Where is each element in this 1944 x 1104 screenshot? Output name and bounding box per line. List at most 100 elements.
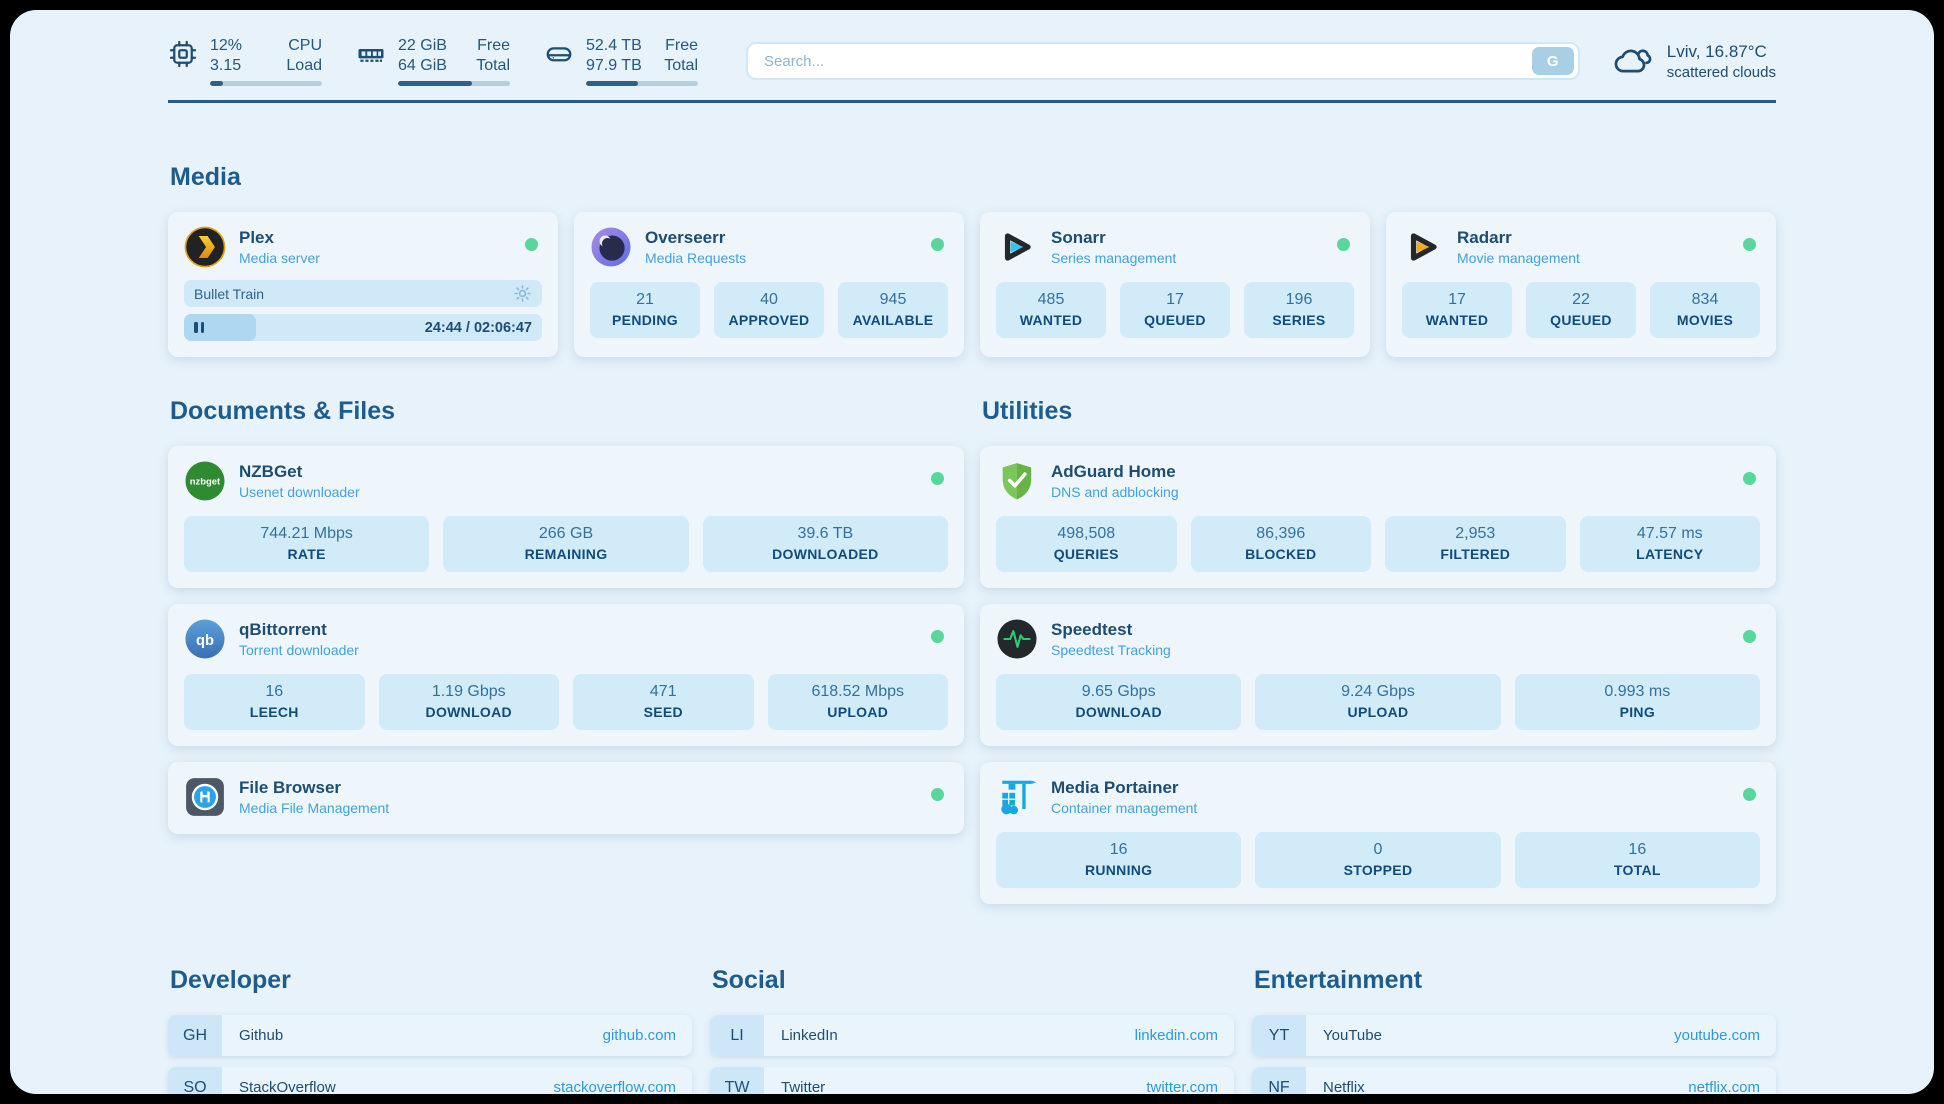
link-url[interactable]: stackoverflow.com <box>553 1079 676 1094</box>
stat-tile: 834 MOVIES <box>1650 282 1760 338</box>
stat-tile: 40 APPROVED <box>714 282 824 338</box>
sonarr-icon <box>996 226 1038 268</box>
cpu-icon <box>168 36 198 74</box>
app-name: Overseerr <box>645 228 726 248</box>
disk-icon <box>544 36 574 74</box>
portainer-icon <box>996 776 1038 818</box>
stat-value: 17 <box>1166 291 1184 308</box>
link-stackoverflow[interactable]: SO StackOverflow stackoverflow.com <box>168 1067 692 1094</box>
now-playing-title: Bullet Train <box>194 285 265 302</box>
link-linkedin[interactable]: LI LinkedIn linkedin.com <box>710 1015 1234 1056</box>
stat-value: 485 <box>1037 291 1065 308</box>
stat-tile: 9.24 Gbps UPLOAD <box>1255 674 1501 730</box>
section-title-media: Media <box>170 163 241 191</box>
portainer-card[interactable]: Media Portainer Container management 16 R… <box>980 762 1776 904</box>
search-input[interactable] <box>762 51 1532 71</box>
link-name: StackOverflow <box>239 1079 336 1094</box>
stat-value: 47.57 ms <box>1636 525 1703 542</box>
disk-widget: 52.4 TB 97.9 TB Free Total <box>544 36 698 86</box>
search-bar: G <box>746 42 1580 80</box>
youtube-badge: YT <box>1252 1015 1306 1056</box>
stat-label: UPLOAD <box>827 704 889 720</box>
link-url[interactable]: github.com <box>602 1027 676 1044</box>
radarr-icon <box>1402 226 1444 268</box>
app-name: qBittorrent <box>239 620 327 640</box>
link-twitter[interactable]: TW Twitter twitter.com <box>710 1067 1234 1094</box>
plex-card[interactable]: Plex Media server Bullet Train <box>168 212 558 357</box>
disk-label-2: Total <box>664 57 698 74</box>
radarr-card[interactable]: Radarr Movie management 17 WANTED 22 QUEUE… <box>1386 212 1776 357</box>
app-desc: Media File Management <box>239 799 390 816</box>
stat-tile: 266 GB REMAINING <box>443 516 689 572</box>
app-desc: Speedtest Tracking <box>1051 641 1171 658</box>
link-name: YouTube <box>1323 1027 1382 1044</box>
stat-tile: 485 WANTED <box>996 282 1106 338</box>
link-url[interactable]: twitter.com <box>1146 1079 1218 1094</box>
google-search-button[interactable]: G <box>1531 47 1574 75</box>
nzbget-card[interactable]: nzbget NZBGet Usenet downloader 744.21 M… <box>168 446 964 588</box>
overseerr-card[interactable]: Overseerr Media Requests 21 PENDING 40 APP… <box>574 212 964 357</box>
stat-value: 16 <box>1109 841 1128 858</box>
stat-value: 22 <box>1572 291 1590 308</box>
stat-value: 945 <box>879 291 907 308</box>
link-url[interactable]: netflix.com <box>1688 1079 1760 1094</box>
weather-location-temp: Lviv, 16.87°C <box>1666 41 1767 61</box>
status-dot <box>1743 788 1756 801</box>
link-url[interactable]: youtube.com <box>1674 1027 1760 1044</box>
app-desc: Container management <box>1051 799 1198 816</box>
stat-value: 39.6 TB <box>797 525 854 542</box>
plex-now-playing: Bullet Train 24:44 / 02:06:47 <box>184 280 542 341</box>
link-url[interactable]: linkedin.com <box>1134 1027 1218 1044</box>
disk-value-1: 52.4 TB <box>586 37 642 54</box>
stat-tile: 618.52 Mbps UPLOAD <box>767 674 948 730</box>
link-github[interactable]: GH Github github.com <box>168 1015 692 1056</box>
app-desc: DNS and adblocking <box>1051 483 1179 500</box>
speedtest-card[interactable]: Speedtest Speedtest Tracking 9.65 Gbps DO… <box>980 604 1776 746</box>
speedtest-icon <box>996 618 1038 660</box>
stat-tile: 16 RUNNING <box>996 832 1242 888</box>
section-title-social: Social <box>712 966 786 994</box>
app-desc: Torrent downloader <box>239 641 359 658</box>
disk-progress-bar <box>586 81 698 86</box>
section-title-developer: Developer <box>170 966 291 994</box>
stat-label: RATE <box>287 546 326 562</box>
pause-icon[interactable] <box>194 322 204 333</box>
qbittorrent-icon: qb <box>184 618 226 660</box>
adguard-card[interactable]: AdGuard Home DNS and adblocking 498,508 Q… <box>980 446 1776 588</box>
sonarr-card[interactable]: Sonarr Series management 485 WANTED 17 QUE… <box>980 212 1370 357</box>
weather-widget: Lviv, 16.87°C scattered clouds <box>1610 39 1776 84</box>
status-dot <box>931 238 944 251</box>
playback-progress-bar[interactable]: 24:44 / 02:06:47 <box>184 314 542 341</box>
disk-value-2: 97.9 TB <box>586 57 642 74</box>
stat-tile: 744.21 Mbps RATE <box>184 516 430 572</box>
stat-tile: 21 PENDING <box>590 282 700 338</box>
ram-label-2: Total <box>476 57 510 74</box>
svg-text:qb: qb <box>196 633 214 649</box>
stat-tile: 1.19 Gbps DOWNLOAD <box>378 674 559 730</box>
stat-label: BLOCKED <box>1245 546 1317 562</box>
qbittorrent-card[interactable]: qb qBittorrent Torrent downloader 16 LEEC… <box>168 604 964 746</box>
stat-tile: 86,396 BLOCKED <box>1190 516 1371 572</box>
app-name: Media Portainer <box>1051 778 1179 798</box>
linkedin-badge: LI <box>710 1015 764 1056</box>
player-settings-icon[interactable] <box>513 284 532 303</box>
link-name: Netflix <box>1323 1079 1365 1094</box>
stat-label: QUERIES <box>1053 546 1119 562</box>
adguard-icon <box>996 460 1038 502</box>
stat-tile: 0.993 ms PING <box>1514 674 1760 730</box>
social-section: Social LI LinkedIn linkedin.com TW Twitt… <box>710 966 1234 1094</box>
ram-label-1: Free <box>477 37 510 54</box>
stat-label: STOPPED <box>1343 862 1413 878</box>
filebrowser-card[interactable]: File Browser Media File Management <box>168 762 964 834</box>
stat-label: SEED <box>643 704 683 720</box>
stat-label: QUEUED <box>1550 312 1612 328</box>
link-youtube[interactable]: YT YouTube youtube.com <box>1252 1015 1776 1056</box>
stat-label: TOTAL <box>1613 862 1661 878</box>
link-netflix[interactable]: NF Netflix netflix.com <box>1252 1067 1776 1094</box>
stat-label: RUNNING <box>1084 862 1153 878</box>
stat-tile: 498,508 QUERIES <box>996 516 1177 572</box>
ram-progress-bar <box>398 81 510 86</box>
stat-value: 1.19 Gbps <box>431 683 506 700</box>
stat-tile: 9.65 Gbps DOWNLOAD <box>996 674 1242 730</box>
plex-icon <box>184 226 226 268</box>
